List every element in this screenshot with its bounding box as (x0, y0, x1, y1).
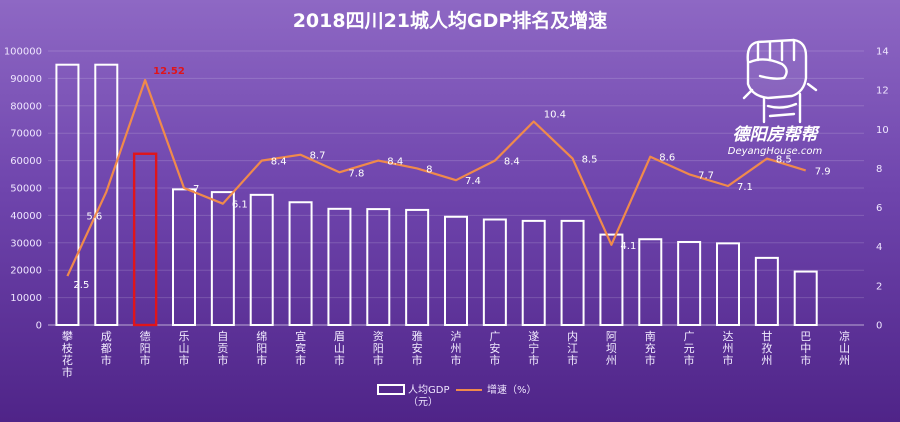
bar (754, 256, 779, 326)
bar (94, 63, 119, 326)
x-tick-label: 成都市 (101, 330, 112, 367)
legend-bar-swatch (377, 384, 405, 395)
bar (599, 233, 624, 326)
bar (132, 152, 158, 327)
bar (327, 207, 352, 327)
legend-line-label: 增速（%） (487, 383, 537, 396)
data-label: 8.6 (659, 153, 675, 164)
data-label: 4.1 (620, 241, 636, 252)
legend-bar-label: 人均GDP （元） (408, 384, 449, 408)
bar-series (55, 63, 818, 327)
y-left-tick-label: 90000 (10, 74, 42, 85)
fist-icon (742, 38, 818, 124)
x-tick-label: 资阳市 (373, 330, 384, 367)
data-label: 5.6 (86, 211, 102, 222)
bar (444, 215, 468, 327)
y-right-tick-label: 2 (876, 281, 882, 292)
data-label: 7.7 (698, 170, 714, 181)
x-tick-label: 攀枝花市 (62, 330, 73, 379)
x-axis-labels: 攀枝花市 成都市 德阳市 乐山市 自贡市 绵阳市 宜宾市 眉山市 资阳市 雅安市 泸州市 广安市 遂宁市… (62, 329, 850, 379)
data-label: 7.8 (348, 168, 364, 179)
bar (172, 188, 196, 326)
x-tick-label: 泸州市 (451, 330, 462, 367)
y-left-tick-label: 80000 (10, 101, 42, 112)
bar (288, 201, 313, 326)
x-tick-label: 阿坝州 (606, 330, 617, 367)
x-tick-label: 广元市 (684, 330, 695, 367)
data-label: 8 (426, 164, 432, 175)
y-right-tick-label: 0 (876, 321, 882, 332)
bar (560, 219, 585, 327)
data-label: 2.5 (73, 280, 89, 291)
bar (638, 238, 663, 327)
x-tick-label: 达州市 (723, 330, 734, 367)
growth-line (66, 78, 807, 277)
data-label: 12.52 (153, 66, 185, 77)
bar (210, 191, 235, 326)
y-left-tick-label: 40000 (10, 211, 42, 222)
data-label: 8.5 (582, 155, 598, 166)
y-left-tick-label: 60000 (10, 156, 42, 167)
y-right-tick-label: 14 (876, 47, 889, 58)
bar (716, 242, 740, 327)
data-label: 8.4 (504, 157, 520, 168)
data-label: 10.4 (544, 109, 566, 120)
x-tick-label: 德阳市 (140, 329, 151, 367)
data-label: 7.4 (465, 176, 481, 187)
bar (793, 270, 818, 327)
y-left-tick-label: 20000 (10, 266, 42, 277)
data-label: 6.1 (232, 200, 248, 211)
bar (482, 218, 507, 326)
data-label: 8.5 (776, 155, 792, 166)
x-tick-label: 宜宾市 (295, 329, 306, 367)
y-left-tick-label: 10000 (10, 293, 42, 304)
x-tick-label: 巴中市 (800, 330, 811, 367)
x-tick-label: 广安市 (489, 330, 500, 367)
x-tick-label: 凉山州 (839, 329, 850, 367)
bar (405, 208, 430, 326)
y-left-tick-label: 100000 (4, 47, 42, 58)
data-label: 8.7 (310, 151, 326, 162)
x-tick-label: 甘孜州 (761, 330, 772, 367)
y-right-tick-label: 8 (876, 164, 882, 175)
bar (366, 208, 391, 327)
y-left-tick-label: 0 (36, 321, 42, 332)
x-tick-label: 南充市 (645, 330, 656, 367)
y-axis-left: 0 10000 20000 30000 40000 50000 60000 70000 8000… (4, 47, 42, 332)
y-left-tick-label: 50000 (10, 184, 42, 195)
logo-name: 德阳房帮帮 (733, 125, 821, 145)
y-right-tick-label: 6 (876, 203, 882, 214)
bar (677, 240, 702, 326)
data-label: 8.4 (271, 157, 287, 168)
bar (249, 193, 274, 326)
chart-title: 2018四川21城人均GDP排名及增速 (293, 9, 608, 32)
x-tick-label: 雅安市 (412, 329, 423, 367)
bar (55, 63, 80, 326)
y-left-tick-label: 70000 (10, 129, 42, 140)
data-label: 8.4 (387, 157, 403, 168)
x-tick-label: 眉山市 (334, 330, 345, 367)
line-series (66, 78, 807, 277)
x-tick-label: 乐山市 (179, 330, 190, 367)
y-right-tick-label: 12 (876, 86, 889, 97)
bar (521, 219, 546, 327)
x-tick-label: 内江市 (567, 329, 578, 367)
data-label: 7.1 (737, 182, 753, 193)
data-label: 7.9 (815, 166, 831, 177)
data-label: 7 (193, 184, 199, 195)
x-tick-label: 遂宁市 (528, 329, 539, 367)
y-axis-right: 0 2 4 6 8 10 12 14 (876, 47, 889, 332)
logo: 德阳房帮帮 DeyangHouse.com (728, 38, 823, 157)
legend: 人均GDP （元） 增速（%） (377, 383, 537, 408)
y-left-tick-label: 30000 (10, 238, 42, 249)
x-tick-label: 自贡市 (217, 330, 228, 367)
y-right-tick-label: 10 (876, 125, 889, 136)
y-right-tick-label: 4 (876, 242, 882, 253)
logo-url: DeyangHouse.com (728, 146, 823, 157)
x-tick-label: 绵阳市 (256, 329, 267, 367)
data-labels: 2.5 5.6 12.52 7 6.1 8.4 8.7 7.8 8.4 8 7.4 8.4 10.4 8.… (73, 66, 830, 291)
